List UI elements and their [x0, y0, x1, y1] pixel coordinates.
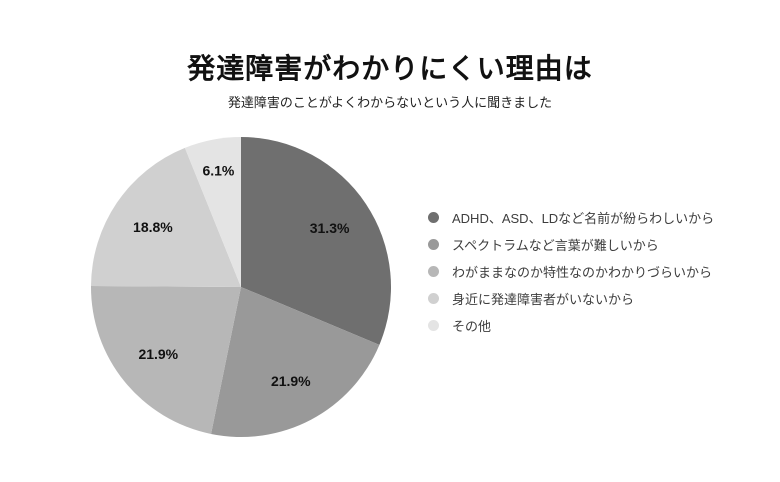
legend-swatch-icon: [428, 293, 439, 304]
pie-label-4: 6.1%: [202, 163, 234, 179]
legend-item: その他: [428, 312, 714, 339]
legend-label: 身近に発達障害者がいないから: [452, 292, 635, 307]
legend-swatch-icon: [428, 212, 439, 223]
pie-slice-1: [211, 287, 380, 438]
pie-slice-2: [90, 286, 241, 434]
chart-subtitle: 発達障害のことがよくわからないという人に聞きました: [227, 95, 553, 110]
legend-swatch-icon: [428, 266, 439, 277]
pie-slice-0: [241, 137, 392, 345]
legend: ADHD、ASD、LDなど名前が紛らわしいから スペクトラムなど言葉が難しいから…: [428, 204, 714, 339]
legend-swatch-icon: [428, 320, 439, 331]
pie-label-1: 21.9%: [271, 373, 311, 389]
pie-label-0: 31.3%: [310, 220, 350, 236]
legend-item: わがままなのか特性なのかわかりづらいから: [428, 258, 714, 285]
legend-item: スペクトラムなど言葉が難しいから: [428, 231, 714, 258]
legend-item: ADHD、ASD、LDなど名前が紛らわしいから: [428, 204, 714, 231]
legend-swatch-icon: [428, 239, 439, 250]
pie-label-3: 18.8%: [133, 219, 173, 235]
legend-label: わがままなのか特性なのかわかりづらいから: [452, 265, 713, 280]
pie-slice-3: [91, 147, 241, 287]
pie-chart: 31.3% 21.9% 21.9% 18.8% 6.1%: [90, 137, 392, 438]
legend-item: 身近に発達障害者がいないから: [428, 285, 714, 312]
chart-title: 発達障害がわかりにくい理由は: [187, 53, 593, 84]
legend-label: その他: [452, 319, 492, 334]
legend-label: スペクトラムなど言葉が難しいから: [452, 238, 659, 253]
pie-label-2: 21.9%: [138, 346, 178, 362]
legend-label: ADHD、ASD、LDなど名前が紛らわしいから: [452, 211, 715, 226]
pie-slice-4: [184, 137, 241, 287]
